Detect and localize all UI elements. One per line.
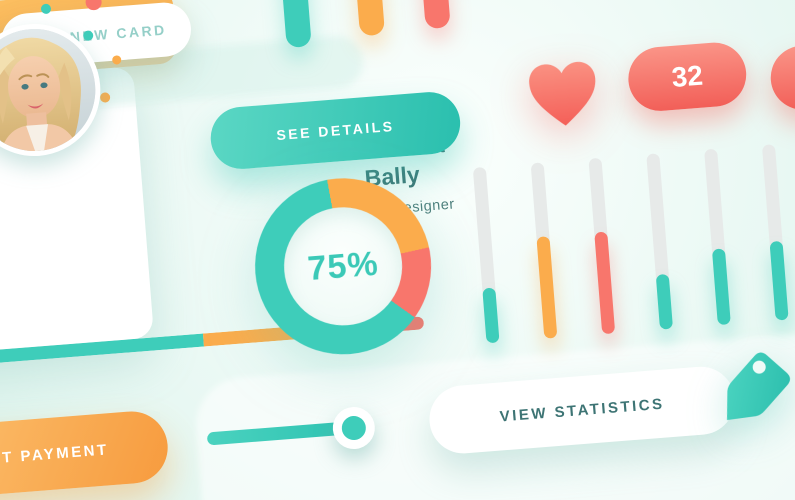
top-cut-bar xyxy=(353,0,386,37)
vertical-slider-fill xyxy=(482,287,500,344)
vertical-slider[interactable] xyxy=(646,153,674,330)
vertical-slider[interactable] xyxy=(530,162,558,339)
vertical-slider-fill xyxy=(711,248,731,326)
tag-icon[interactable] xyxy=(698,338,795,446)
avatar xyxy=(0,19,106,162)
vertical-slider-fill xyxy=(536,236,558,339)
see-details-label: SEE DETAILS xyxy=(275,117,396,144)
vertical-slider-fill xyxy=(655,273,674,330)
donut-percent-label: 75% xyxy=(306,244,380,288)
vertical-slider[interactable] xyxy=(704,148,731,326)
slider-thumb-dot xyxy=(341,415,368,441)
vertical-sliders-group xyxy=(472,143,795,344)
profile-card: Anastasia Bally Product Designer xyxy=(0,0,455,500)
vertical-slider-fill xyxy=(769,240,789,321)
vertical-slider[interactable] xyxy=(588,157,616,335)
heart-icon[interactable] xyxy=(522,55,606,135)
vertical-slider[interactable] xyxy=(472,166,500,344)
accept-payment-label: ACCEPT PAYMENT xyxy=(0,440,110,472)
count-badge-value: 32 xyxy=(670,59,705,93)
count-badge: 32 xyxy=(625,40,749,114)
view-statistics-label: VIEW STATISTICS xyxy=(499,395,666,426)
top-cut-bar xyxy=(419,0,451,30)
vertical-slider-fill xyxy=(594,231,616,335)
vertical-slider[interactable] xyxy=(761,144,789,321)
coral-cut-pill xyxy=(768,38,795,113)
